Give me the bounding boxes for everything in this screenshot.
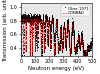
Ober 1971: [91, 40, 92, 41]
Ober 1971: [54, 51, 55, 52]
CONRAD: [89, 48, 90, 49]
CONRAD: [20, 19, 22, 20]
Ober 1971: [89, 50, 90, 51]
Ober 1971: [72, 26, 73, 27]
Ober 1971: [85, 55, 87, 56]
Legend: Ober 1971, CONRAD: Ober 1971, CONRAD: [61, 5, 90, 16]
CONRAD: [21, 55, 22, 56]
Ober 1971: [24, 12, 25, 13]
X-axis label: Neutron energy (eV): Neutron energy (eV): [28, 66, 84, 71]
Line: Ober 1971: Ober 1971: [21, 12, 92, 56]
Ober 1971: [51, 26, 52, 27]
CONRAD: [85, 55, 87, 56]
Ober 1971: [20, 18, 22, 19]
Y-axis label: Transmission (arb. unit): Transmission (arb. unit): [4, 0, 8, 62]
CONRAD: [51, 25, 52, 26]
CONRAD: [91, 41, 92, 42]
CONRAD: [50, 42, 51, 43]
CONRAD: [54, 53, 55, 54]
Line: CONRAD: CONRAD: [21, 19, 92, 55]
Ober 1971: [50, 43, 51, 44]
